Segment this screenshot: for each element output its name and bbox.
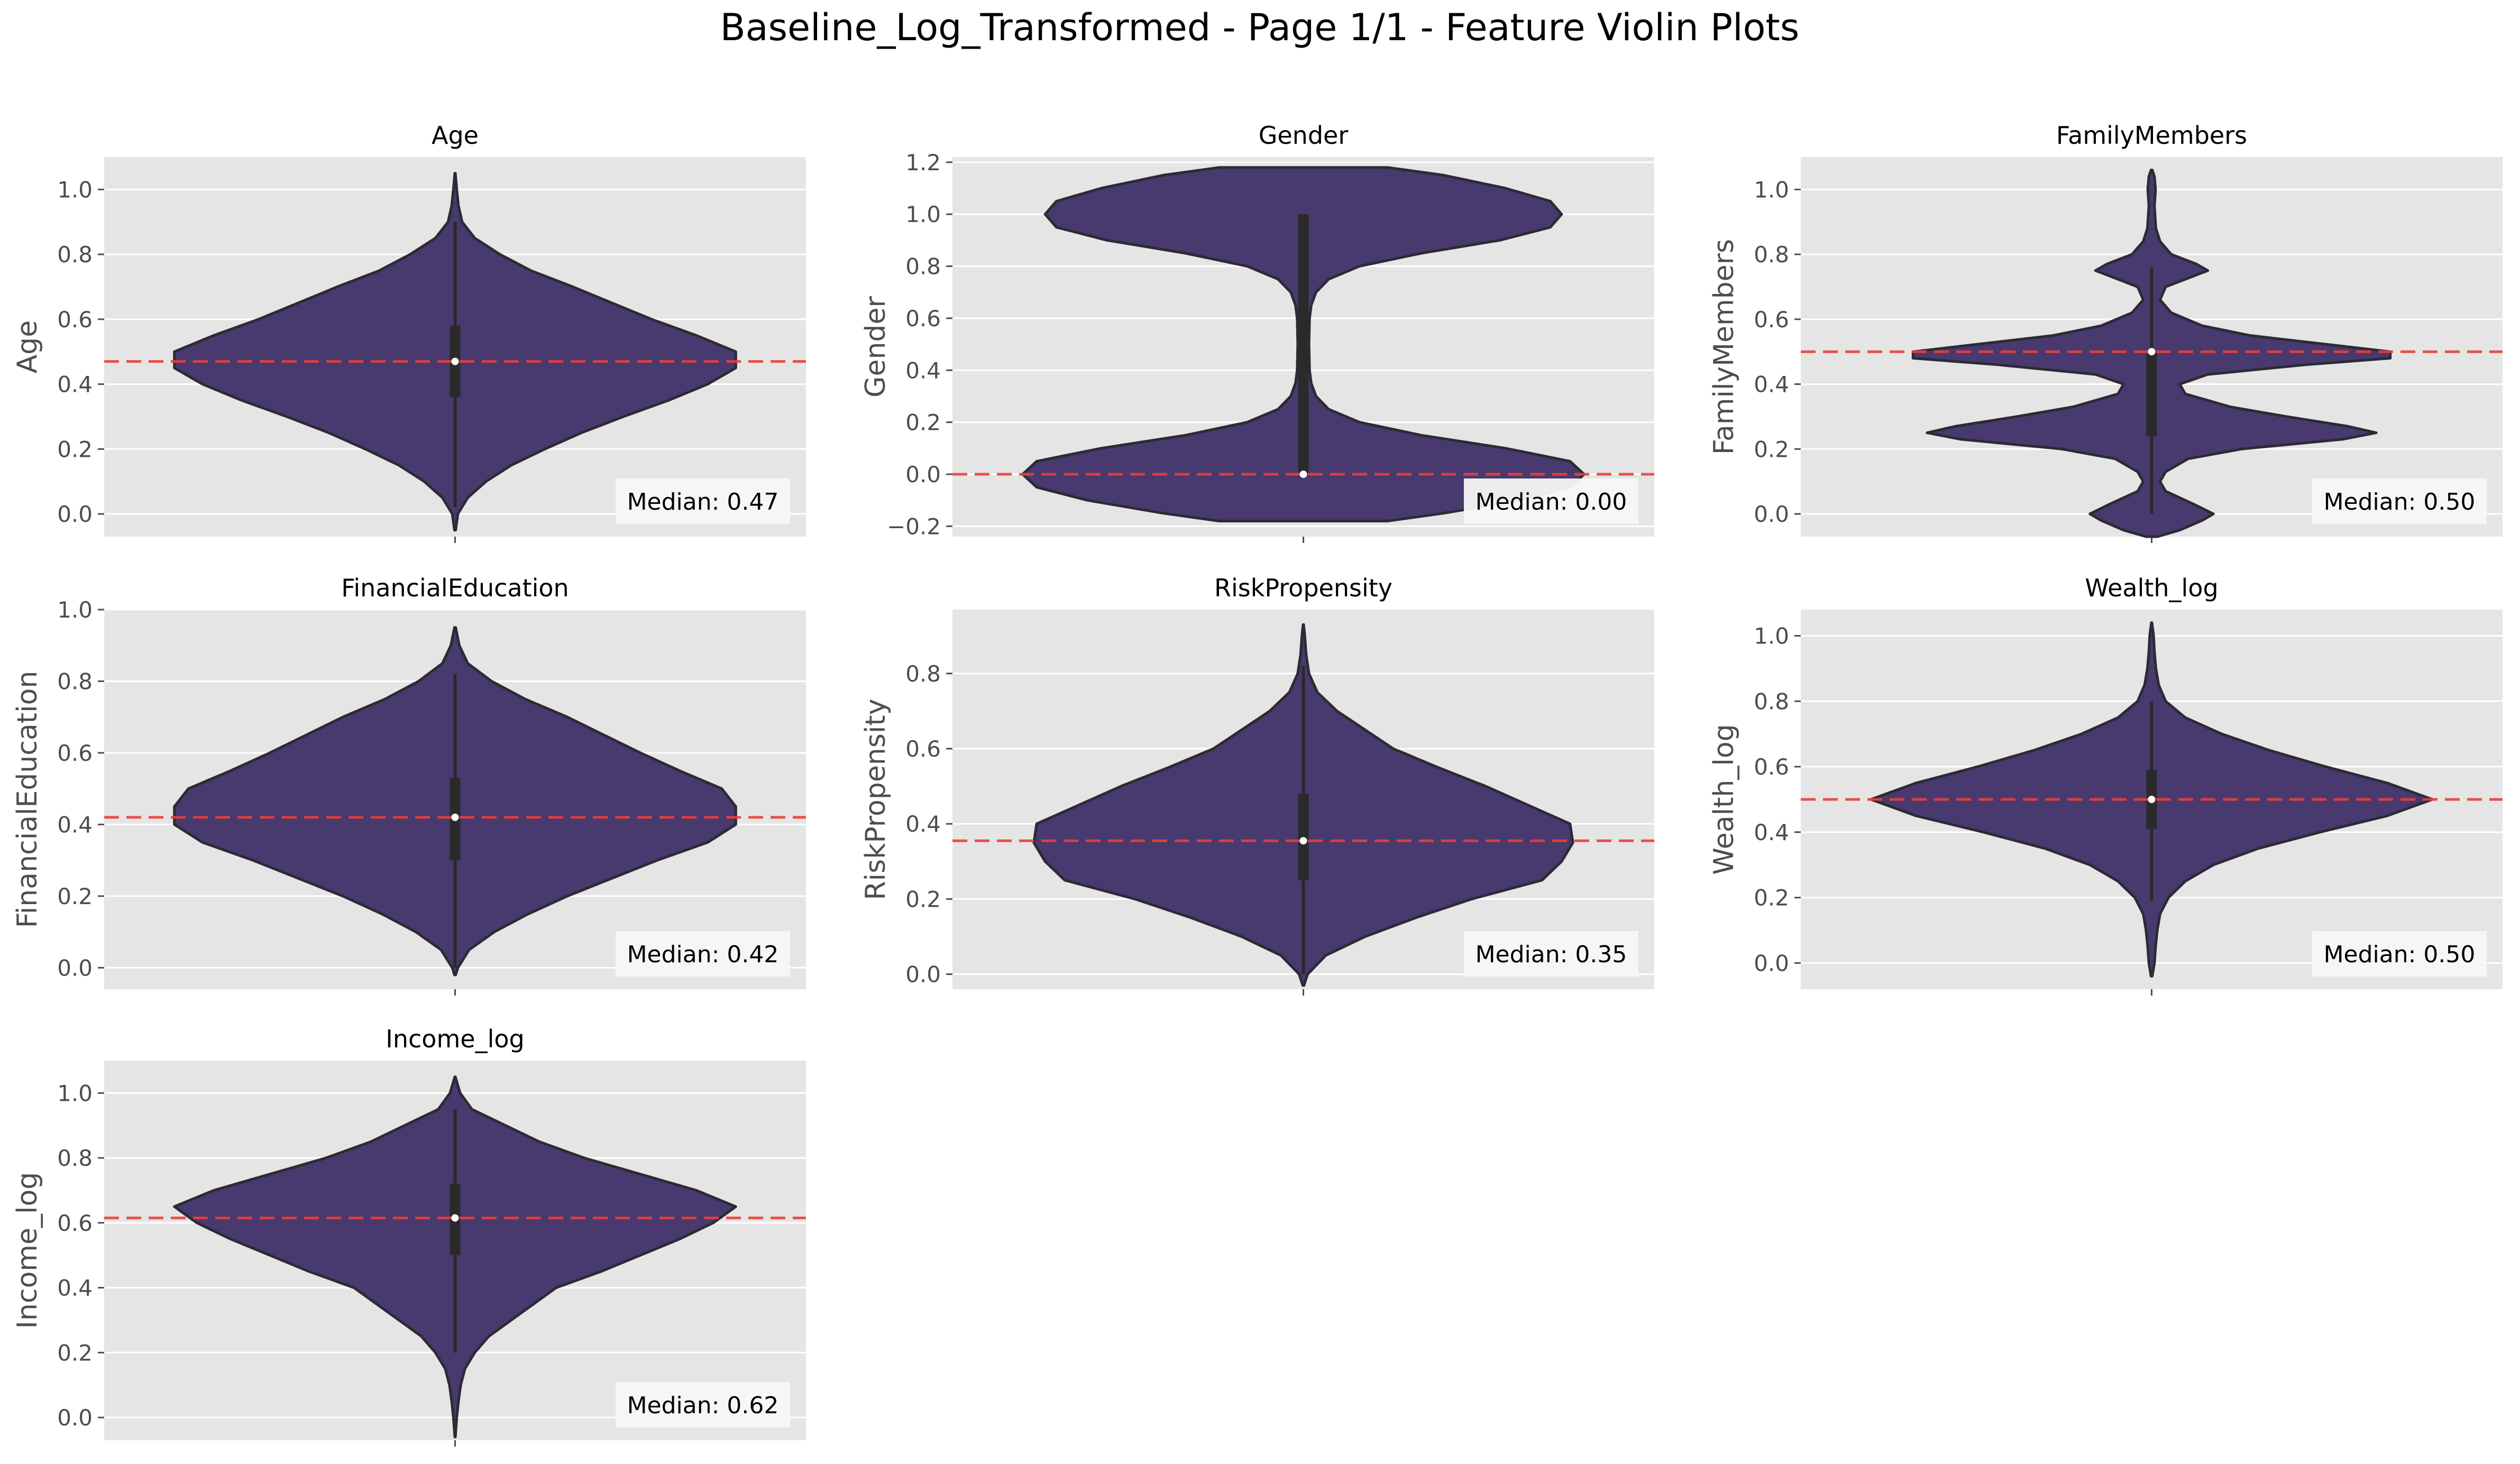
median-annotation-box xyxy=(1464,931,1638,977)
y-tick-label: 0.0 xyxy=(1754,950,1789,976)
y-tick-label: 0.0 xyxy=(905,462,941,487)
y-tick-label: 0.8 xyxy=(905,661,941,687)
y-tick-label: 1.0 xyxy=(57,1080,93,1106)
y-tick-label: 0.6 xyxy=(905,306,941,332)
figure-title: Baseline_Log_Transformed - Page 1/1 - Fe… xyxy=(720,6,1800,49)
median-annotation: Median: 0.42 xyxy=(627,941,779,968)
panel-title: Wealth_log xyxy=(2085,574,2218,602)
panel-title: Income_log xyxy=(386,1025,524,1053)
median-annotation-box xyxy=(2312,478,2487,524)
median-annotation-box xyxy=(1464,478,1638,524)
y-tick-label: 0.4 xyxy=(905,811,941,837)
y-tick-label: 1.0 xyxy=(57,597,93,623)
y-tick-label: 0.4 xyxy=(905,357,941,383)
y-tick-label: 1.0 xyxy=(905,201,941,227)
y-tick-label: 0.6 xyxy=(57,1210,93,1236)
violin-panel-2: 0.0 0.2 0.4 0.6 0.8 1.0 Median: 0.50 FamilyMemb… xyxy=(1708,121,2503,543)
y-tick-label: −0.2 xyxy=(887,513,941,539)
median-point xyxy=(2148,796,2156,803)
y-tick-label: 1.0 xyxy=(1754,623,1789,649)
y-tick-label: 0.0 xyxy=(57,501,93,527)
y-tick-label: 0.2 xyxy=(57,1340,93,1366)
median-point xyxy=(1299,470,1307,478)
violin-iqr-box xyxy=(1298,794,1309,880)
y-tick-label: 0.2 xyxy=(57,436,93,462)
median-annotation: Median: 0.00 xyxy=(1476,489,1627,515)
median-annotation: Median: 0.50 xyxy=(2324,489,2476,515)
y-tick-label: 0.4 xyxy=(57,372,93,398)
median-annotation: Median: 0.62 xyxy=(627,1392,779,1419)
y-tick-label: 1.0 xyxy=(1754,177,1789,202)
y-tick-label: 0.8 xyxy=(57,668,93,694)
violin-panels: 0.0 0.2 0.4 0.6 0.8 1.0 Median: 0.47 Age Age −0.2… xyxy=(12,121,2503,1447)
y-axis-label: Age xyxy=(12,320,43,374)
median-annotation: Median: 0.47 xyxy=(627,489,779,515)
y-tick-label: 0.6 xyxy=(905,736,941,762)
y-axis-label: FinancialEducation xyxy=(12,671,43,928)
median-annotation-box xyxy=(616,478,790,524)
violin-panel-5: 0.0 0.2 0.4 0.6 0.8 1.0 Median: 0.50 Wealth_log… xyxy=(1708,574,2503,996)
y-tick-label: 0.8 xyxy=(905,254,941,280)
median-annotation-box xyxy=(616,931,790,977)
violin-panel-0: 0.0 0.2 0.4 0.6 0.8 1.0 Median: 0.47 Age Age xyxy=(12,121,806,543)
violin-panel-3: 0.0 0.2 0.4 0.6 0.8 1.0 Median: 0.42 FinancialE… xyxy=(12,574,806,996)
y-tick-label: 0.4 xyxy=(1754,820,1789,845)
median-point xyxy=(2148,348,2156,356)
y-tick-label: 0.2 xyxy=(905,886,941,912)
median-point xyxy=(451,1214,459,1222)
y-tick-label: 0.0 xyxy=(1754,501,1789,527)
panel-title: RiskPropensity xyxy=(1214,574,1392,602)
panel-title: Gender xyxy=(1259,121,1349,150)
median-point xyxy=(451,813,459,821)
y-tick-label: 0.6 xyxy=(1754,754,1789,780)
y-tick-label: 0.8 xyxy=(57,1145,93,1171)
y-tick-label: 0.2 xyxy=(1754,436,1789,462)
median-point xyxy=(1299,837,1307,845)
median-annotation: Median: 0.50 xyxy=(2324,941,2476,968)
violin-iqr-box xyxy=(2146,352,2157,436)
y-axis-label: RiskPropensity xyxy=(860,699,892,900)
y-tick-label: 0.4 xyxy=(57,812,93,837)
violin-panel-6: 0.0 0.2 0.4 0.6 0.8 1.0 Median: 0.62 Income_log… xyxy=(12,1025,806,1447)
median-point xyxy=(451,357,459,365)
y-tick-label: 0.6 xyxy=(57,307,93,333)
violin-panel-4: 0.0 0.2 0.4 0.6 0.8 Median: 0.35 RiskPropensit… xyxy=(860,574,1654,996)
median-annotation: Median: 0.35 xyxy=(1476,941,1627,968)
y-tick-label: 1.0 xyxy=(57,177,93,202)
y-tick-label: 0.4 xyxy=(57,1275,93,1301)
y-tick-label: 0.0 xyxy=(57,955,93,981)
y-tick-label: 0.0 xyxy=(57,1405,93,1431)
y-tick-label: 0.8 xyxy=(1754,688,1789,714)
y-axis-label: Gender xyxy=(860,296,892,398)
y-tick-label: 0.6 xyxy=(57,740,93,766)
panel-title: Age xyxy=(432,121,479,150)
y-axis-label: FamilyMembers xyxy=(1708,239,1740,455)
y-tick-label: 0.8 xyxy=(1754,242,1789,268)
y-tick-label: 0.8 xyxy=(57,242,93,268)
y-tick-label: 0.2 xyxy=(905,410,941,436)
violin-panel-1: −0.2 0.0 0.2 0.4 0.6 0.8 1.0 1.2 Median: 0.00 Gen… xyxy=(860,121,1654,543)
y-tick-label: 0.2 xyxy=(57,883,93,909)
median-annotation-box xyxy=(616,1382,790,1428)
y-axis-label: Wealth_log xyxy=(1708,724,1740,874)
y-tick-label: 0.0 xyxy=(905,962,941,988)
y-axis-label: Income_log xyxy=(12,1172,43,1329)
y-tick-label: 0.2 xyxy=(1754,885,1789,911)
violin-iqr-box xyxy=(1298,214,1309,474)
y-tick-label: 1.2 xyxy=(905,150,941,176)
y-tick-label: 0.4 xyxy=(1754,372,1789,398)
panel-title: FamilyMembers xyxy=(2056,121,2247,150)
y-tick-label: 0.6 xyxy=(1754,307,1789,333)
median-annotation-box xyxy=(2312,931,2487,977)
panel-title: FinancialEducation xyxy=(341,574,569,602)
